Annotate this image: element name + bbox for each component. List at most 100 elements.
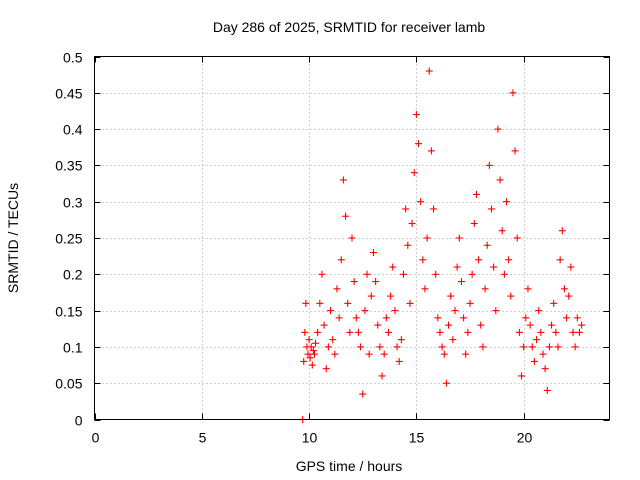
data-point [567, 263, 575, 271]
data-point [382, 314, 390, 322]
y-tick-label: 0.25 [55, 231, 82, 247]
data-point [425, 67, 433, 75]
y-tick-label: 0.3 [63, 195, 83, 211]
data-point [475, 256, 483, 264]
data-point [361, 307, 369, 315]
y-tick-label: 0 [75, 413, 83, 429]
data-point [563, 314, 571, 322]
chart-title: Day 286 of 2025, SRMTID for receiver lam… [213, 19, 486, 35]
data-point [300, 357, 308, 365]
data-point [481, 285, 489, 293]
x-axis: 0 5 10 15 20 [92, 56, 533, 446]
y-axis-label: SRMTID / TECUs [5, 183, 21, 293]
data-point [545, 343, 553, 351]
data-point [380, 350, 388, 358]
data-point [496, 176, 504, 184]
data-point [357, 343, 365, 351]
data-point [410, 169, 418, 177]
data-point [404, 241, 412, 249]
data-point [344, 299, 352, 307]
data-point [307, 343, 315, 351]
data-point [339, 176, 347, 184]
data-point [320, 321, 328, 329]
data-point [468, 270, 476, 278]
data-point [412, 111, 420, 119]
data-point [346, 328, 354, 336]
data-point [552, 328, 560, 336]
data-point [494, 125, 502, 133]
data-point [442, 379, 450, 387]
x-axis-label: GPS time / hours [296, 458, 403, 474]
data-point [511, 147, 519, 155]
data-point [365, 350, 373, 358]
data-point [565, 292, 573, 300]
y-tick-label: 0.5 [63, 50, 83, 66]
data-point [391, 307, 399, 315]
data-point [335, 314, 343, 322]
data-point [449, 336, 457, 344]
data-point [447, 292, 455, 300]
data-point [369, 249, 377, 257]
data-point [539, 350, 547, 358]
data-point [518, 372, 526, 380]
data-point [483, 241, 491, 249]
data-point [560, 285, 568, 293]
data-point [408, 219, 416, 227]
data-point [436, 328, 444, 336]
data-point [333, 285, 341, 293]
data-point [440, 350, 448, 358]
y-axis: 0 0.05 0.1 0.15 0.2 0.25 0.3 0.35 0.4 0.45 0.5 [55, 50, 610, 429]
data-point [554, 343, 562, 351]
x-tick-label: 20 [517, 430, 533, 446]
data-point [498, 227, 506, 235]
data-point [387, 292, 395, 300]
data-point [451, 307, 459, 315]
data-point [415, 140, 423, 148]
data-point [329, 336, 337, 344]
data-point [372, 278, 380, 286]
data-point [310, 350, 318, 358]
data-point [548, 321, 556, 329]
data-point [434, 314, 442, 322]
data-point [384, 328, 392, 336]
data-points [299, 67, 586, 423]
data-point [490, 263, 498, 271]
data-point [520, 343, 528, 351]
data-point [453, 263, 461, 271]
data-point [400, 270, 407, 278]
data-point [423, 234, 431, 242]
data-point [500, 270, 508, 278]
data-point [533, 336, 541, 344]
data-point [503, 198, 510, 206]
data-point [331, 350, 339, 358]
y-tick-label: 0.4 [63, 122, 83, 138]
data-point [487, 205, 495, 213]
x-tick-label: 10 [302, 430, 318, 446]
data-point [417, 198, 425, 206]
x-tick-label: 5 [199, 430, 207, 446]
data-point [378, 372, 386, 380]
data-point [432, 270, 440, 278]
data-point [537, 328, 545, 336]
y-tick-label: 0.45 [55, 86, 82, 102]
data-point [318, 270, 326, 278]
data-point [438, 343, 446, 351]
data-point [376, 343, 384, 351]
data-point [575, 328, 583, 336]
data-point [477, 321, 485, 329]
y-tick-label: 0.05 [55, 376, 82, 392]
data-point [395, 357, 403, 365]
data-point [350, 278, 358, 286]
data-point [322, 365, 330, 373]
data-point [363, 270, 371, 278]
data-point [457, 278, 465, 286]
data-point [305, 336, 313, 344]
data-point [460, 314, 468, 322]
data-point [505, 256, 513, 264]
data-point [316, 299, 324, 307]
data-point [485, 161, 493, 169]
data-point [302, 299, 310, 307]
data-point [389, 263, 397, 271]
data-point [455, 234, 463, 242]
